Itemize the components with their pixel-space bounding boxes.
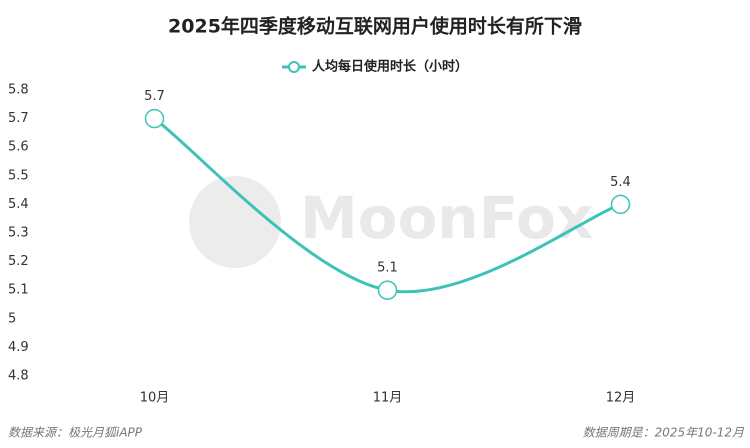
data-label: 5.4 — [610, 175, 631, 190]
source-note: 数据来源：极光月狐iAPP — [8, 426, 143, 440]
x-tick-label: 12月 — [606, 391, 636, 406]
y-tick-label: 5.7 — [8, 111, 29, 126]
y-tick-label: 5.1 — [8, 283, 29, 298]
point — [144, 108, 165, 129]
y-tick-label: 5.5 — [8, 168, 29, 183]
point — [610, 194, 631, 215]
x-tick-label: 11月 — [373, 391, 403, 406]
y-tick-label: 4.8 — [8, 369, 29, 384]
y-tick-label: 5 — [8, 311, 16, 326]
y-tick-label: 5.3 — [8, 226, 29, 241]
y-tick-label: 5.2 — [8, 254, 29, 269]
legend-marker — [288, 61, 300, 73]
period-note: 数据周期是：2025年10-12月 — [583, 426, 745, 440]
y-tick-label: 5.6 — [8, 140, 29, 155]
x-tick-label: 10月 — [140, 391, 170, 406]
data-label: 5.7 — [144, 89, 165, 104]
legend-label: 人均每日使用时长（小时） — [312, 59, 468, 75]
data-label: 5.1 — [377, 261, 398, 276]
watermark-logo — [189, 176, 281, 268]
y-tick-label: 5.4 — [8, 197, 29, 212]
y-tick-label: 4.9 — [8, 340, 29, 355]
watermark: MoonFox — [300, 184, 593, 252]
point — [377, 280, 398, 300]
chart-title: 2025年四季度移动互联网用户使用时长有所下滑 — [168, 15, 582, 38]
y-tick-label: 5.8 — [8, 83, 29, 98]
